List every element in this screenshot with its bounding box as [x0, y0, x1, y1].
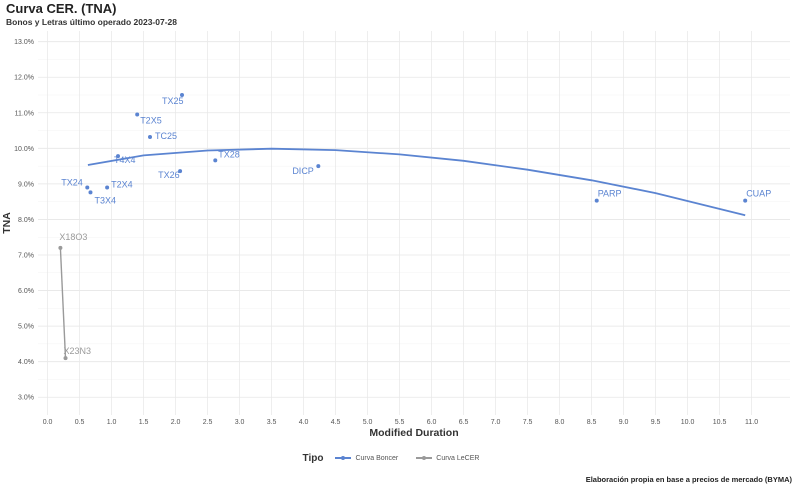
- point-dicp: [316, 164, 321, 169]
- label-tc25: TC25: [155, 131, 177, 141]
- x-tick-label: 6.0: [427, 419, 437, 426]
- legend-item-lecer: Curva LeCER: [416, 454, 479, 462]
- legend-title: Tipo: [302, 452, 324, 464]
- point-x18o3: [58, 245, 63, 250]
- plot-panel: [38, 31, 790, 415]
- x-tick-label: 5.5: [395, 419, 405, 426]
- label-t2x5: T2X5: [140, 116, 162, 126]
- x-tick-label: 10.5: [713, 419, 727, 426]
- x-tick-label: 9.5: [651, 419, 661, 426]
- x-tick-label: 9.0: [619, 419, 629, 426]
- y-tick-label: 12.0%: [14, 75, 34, 82]
- point-t2x5: [135, 112, 140, 117]
- label-tx26: TX26: [158, 170, 180, 180]
- x-tick-label: 1.5: [139, 419, 149, 426]
- point-tx28: [213, 158, 218, 163]
- y-tick-label: 9.0%: [18, 181, 34, 188]
- scatter-chart: 3.0% 4.0% 5.0% 6.0% 7.0% 8.0% 9.0% 10.0% 11.0% 12…: [1, 31, 790, 439]
- x-tick-label: 8.5: [587, 419, 597, 426]
- legend-label-lecer: Curva LeCER: [436, 454, 480, 462]
- x-tick-label: 7.5: [523, 419, 533, 426]
- y-tick-label: 11.0%: [15, 110, 34, 117]
- x-tick-label: 2.0: [171, 419, 181, 426]
- y-axis-label: TNA: [1, 212, 13, 234]
- point-tx26: [178, 169, 183, 174]
- label-tx25: TX25: [162, 96, 184, 106]
- point-tx24: [85, 185, 90, 190]
- point-t3x4: [88, 190, 93, 195]
- chart-subtitle: Bonos y Letras último operado 2023-07-28: [6, 17, 177, 27]
- x-tick-labels: 0.0 0.5 1.0 1.5 2.0 2.5 3.0 3.5 4.0 4.5 5.0 5.5 6.0 6…: [43, 419, 759, 426]
- point-t4x4: [116, 154, 120, 159]
- point-x23n3: [63, 356, 68, 361]
- data-points: [58, 93, 748, 361]
- label-t3x4: T3X4: [94, 195, 116, 205]
- point-labels: TX24 T3X4 T2X4 T4X4 T2X5 TC25 TX25 TX26 TX28 DICP…: [59, 96, 771, 356]
- chart-caption: Elaboración propia en base a precios de …: [585, 475, 792, 484]
- point-parp: [594, 198, 599, 203]
- label-tx28: TX28: [218, 149, 240, 159]
- y-tick-label: 3.0%: [18, 395, 34, 402]
- grid-lines: [38, 31, 790, 415]
- boncer-fit-curve: [87, 147, 746, 217]
- legend-key-lecer: [416, 454, 433, 462]
- x-tick-label: 6.5: [459, 419, 469, 426]
- label-cuap: CUAP: [746, 189, 771, 199]
- point-tc25: [148, 134, 152, 139]
- point-t2x4: [105, 185, 110, 190]
- y-tick-label: 7.0%: [18, 253, 34, 260]
- label-t4x4: T4X4: [114, 155, 136, 165]
- y-tick-labels: 3.0% 4.0% 5.0% 6.0% 7.0% 8.0% 9.0% 10.0% 11.0% 12…: [14, 39, 34, 402]
- point-cuap: [743, 198, 748, 203]
- x-axis-label: Modified Duration: [369, 427, 458, 439]
- x-tick-label: 0.0: [43, 419, 53, 426]
- x-tick-label: 3.5: [267, 419, 277, 426]
- x-tick-label: 8.0: [555, 419, 565, 426]
- y-tick-label: 6.0%: [18, 288, 34, 295]
- y-tick-label: 4.0%: [18, 359, 34, 366]
- y-tick-label: 5.0%: [18, 324, 34, 331]
- label-tx24: TX24: [61, 177, 83, 187]
- legend-item-boncer: Curva Boncer: [335, 454, 398, 462]
- label-parp: PARP: [598, 189, 622, 199]
- y-tick-label: 8.0%: [18, 217, 34, 224]
- x-tick-label: 5.0: [363, 419, 373, 426]
- x-tick-label: 11.0: [745, 419, 758, 426]
- fit-curves: [59, 147, 746, 359]
- legend: Tipo Curva Boncer Curva LeCER: [0, 451, 800, 465]
- x-tick-label: 4.5: [331, 419, 341, 426]
- legend-label-boncer: Curva Boncer: [355, 454, 399, 462]
- label-t2x4: T2X4: [111, 179, 133, 189]
- point-tx25: [180, 93, 184, 97]
- label-x18o3: X18O3: [59, 232, 87, 242]
- x-tick-label: 10.0: [681, 419, 695, 426]
- x-tick-label: 3.0: [235, 419, 245, 426]
- x-tick-label: 4.0: [299, 419, 309, 426]
- y-tick-label: 13.0%: [14, 39, 34, 46]
- label-dicp: DICP: [292, 166, 314, 176]
- lecer-fit-line: [59, 247, 67, 359]
- y-tick-label: 10.0%: [14, 146, 34, 153]
- x-tick-label: 0.5: [75, 419, 85, 426]
- label-x23n3: X23N3: [64, 346, 92, 356]
- x-tick-label: 2.5: [203, 419, 213, 426]
- x-tick-label: 7.0: [491, 419, 501, 426]
- legend-key-boncer: [335, 454, 352, 462]
- x-tick-label: 1.0: [107, 419, 117, 426]
- chart-title: Curva CER. (TNA): [6, 1, 117, 16]
